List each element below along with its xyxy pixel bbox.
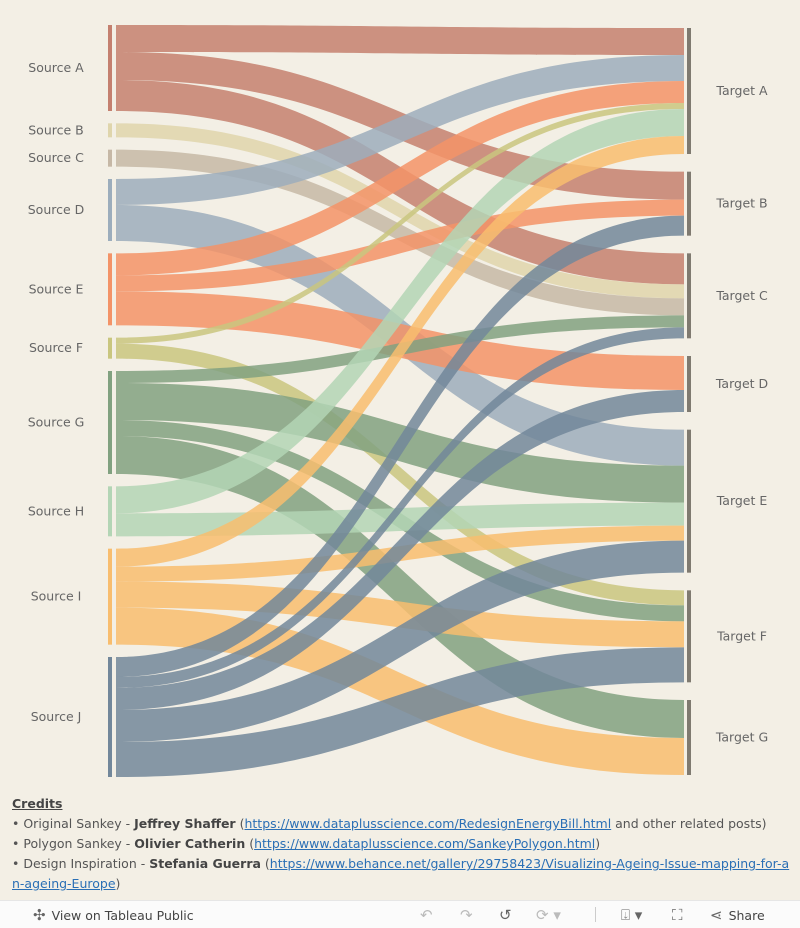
credit-suffix: ) <box>115 876 121 891</box>
flow-source-f-to-target-a[interactable] <box>116 103 684 344</box>
credit-link[interactable]: https://www.behance.net/gallery/29758423… <box>12 856 790 891</box>
source-label: Source J <box>31 709 82 724</box>
target-node-bar[interactable] <box>687 253 691 339</box>
flow-source-f-to-target-f[interactable] <box>116 343 684 606</box>
share-icon: ⋖ <box>710 906 723 924</box>
source-label: Source D <box>28 202 85 217</box>
share-button[interactable]: ⋖ Share <box>710 906 765 924</box>
toolbar: ✣ View on Tableau Public ↶ ↷ ↺ ⟳ ▾ ⍗ ▾ ⛶… <box>0 900 800 928</box>
credit-suffix: ) <box>595 836 601 851</box>
flow-source-a-to-target-a[interactable] <box>116 25 684 55</box>
target-label: Target F <box>716 628 767 643</box>
flow-source-j-to-target-d[interactable] <box>116 390 684 710</box>
target-node-bar[interactable] <box>687 28 691 154</box>
credits: Credits • Original Sankey - Jeffrey Shaf… <box>12 794 792 894</box>
refresh-button[interactable]: ⟳ ▾ <box>536 906 561 924</box>
flow-source-h-to-target-a[interactable] <box>116 109 684 514</box>
source-label: Source F <box>29 340 83 355</box>
source-node-bar[interactable] <box>108 371 112 474</box>
source-node-bar[interactable] <box>108 179 112 241</box>
credit-name: Jeffrey Shaffer <box>134 816 236 831</box>
flow-source-c-to-target-c[interactable] <box>116 149 684 316</box>
credit-link[interactable]: https://www.dataplusscience.com/SankeyPo… <box>254 836 596 851</box>
source-label: Source E <box>29 281 84 296</box>
target-node-bar[interactable] <box>687 429 691 573</box>
flow-source-h-to-target-e[interactable] <box>116 502 684 537</box>
source-label: Source I <box>31 589 82 604</box>
sankey-chart: Source A Source B Source C Source D Source E… <box>28 25 768 777</box>
source-label: Source G <box>28 415 85 430</box>
revert-icon: ↺ <box>499 906 512 924</box>
credit-line: • Polygon Sankey - Olivier Catherin (htt… <box>12 834 792 854</box>
credit-prefix: • Original Sankey - <box>12 816 135 831</box>
flows <box>116 25 684 777</box>
download-button[interactable]: ⍗ ▾ <box>621 906 642 924</box>
target-label: Target D <box>715 376 768 391</box>
flow-source-i-to-target-f[interactable] <box>116 581 684 648</box>
flow-source-g-to-target-g[interactable] <box>116 436 684 738</box>
tableau-logo-icon: ✣ <box>33 906 46 924</box>
redo-button[interactable]: ↷ <box>460 906 473 924</box>
source-label: Source A <box>28 60 84 75</box>
source-node-bar[interactable] <box>108 25 112 111</box>
flow-source-e-to-target-b[interactable] <box>116 199 684 292</box>
source-label: Source B <box>28 122 83 137</box>
flow-source-j-to-target-e[interactable] <box>116 540 684 742</box>
target-label: Target A <box>715 83 768 98</box>
view-label: View on Tableau Public <box>51 907 194 923</box>
credit-name: Olivier Catherin <box>134 836 246 851</box>
source-node-bar[interactable] <box>108 486 112 537</box>
refresh-icon: ⟳ ▾ <box>536 906 561 924</box>
undo-button[interactable]: ↶ <box>420 906 433 924</box>
credit-line: • Design Inspiration - Stefania Guerra (… <box>12 854 792 894</box>
undo-icon: ↶ <box>420 906 433 924</box>
credit-suffix: and other related posts) <box>611 816 767 831</box>
credit-prefix: • Design Inspiration - <box>12 856 150 871</box>
target-label: Target C <box>715 288 768 303</box>
source-node-bar[interactable] <box>108 149 112 167</box>
target-node-bar[interactable] <box>687 356 691 412</box>
divider <box>595 907 596 922</box>
source-node-bar[interactable] <box>108 657 112 777</box>
share-label: Share <box>728 907 765 923</box>
target-node-bar[interactable] <box>687 590 691 683</box>
fullscreen-button[interactable]: ⛶ <box>672 906 683 924</box>
flow-source-e-to-target-a[interactable] <box>116 81 684 276</box>
source-node-bar[interactable] <box>108 337 112 359</box>
source-node-bar[interactable] <box>108 548 112 645</box>
credits-title: Credits <box>12 796 63 811</box>
target-label: Target G <box>715 730 768 745</box>
source-label: Source H <box>28 503 84 518</box>
target-label: Target E <box>716 493 768 508</box>
paren: ( <box>235 816 245 831</box>
paren: ( <box>260 856 270 871</box>
redo-icon: ↷ <box>460 906 473 924</box>
credit-link[interactable]: https://www.dataplusscience.com/Redesign… <box>244 816 612 831</box>
flow-source-j-to-target-f[interactable] <box>116 647 684 777</box>
source-label: Source C <box>28 150 84 165</box>
source-node-bar[interactable] <box>108 253 112 326</box>
credit-prefix: • Polygon Sankey - <box>12 836 135 851</box>
revert-button[interactable]: ↺ <box>499 906 512 924</box>
credit-name: Stefania Guerra <box>149 856 261 871</box>
flow-source-b-to-target-c[interactable] <box>116 123 684 299</box>
download-icon: ⍗ ▾ <box>621 906 643 924</box>
target-node-bar[interactable] <box>687 171 691 236</box>
flow-source-j-to-target-c[interactable] <box>116 327 684 688</box>
paren: ( <box>245 836 255 851</box>
flow-source-j-to-target-b[interactable] <box>116 215 684 677</box>
flow-source-i-to-target-a[interactable] <box>116 136 684 567</box>
fullscreen-icon: ⛶ <box>672 906 683 924</box>
view-on-tableau-public-button[interactable]: ✣ View on Tableau Public <box>33 906 194 924</box>
source-node-bar[interactable] <box>108 123 112 138</box>
flow-source-d-to-target-a[interactable] <box>116 55 684 205</box>
credit-line: • Original Sankey - Jeffrey Shaffer (htt… <box>12 814 792 834</box>
target-label: Target B <box>715 196 767 211</box>
target-node-bar[interactable] <box>687 700 691 775</box>
